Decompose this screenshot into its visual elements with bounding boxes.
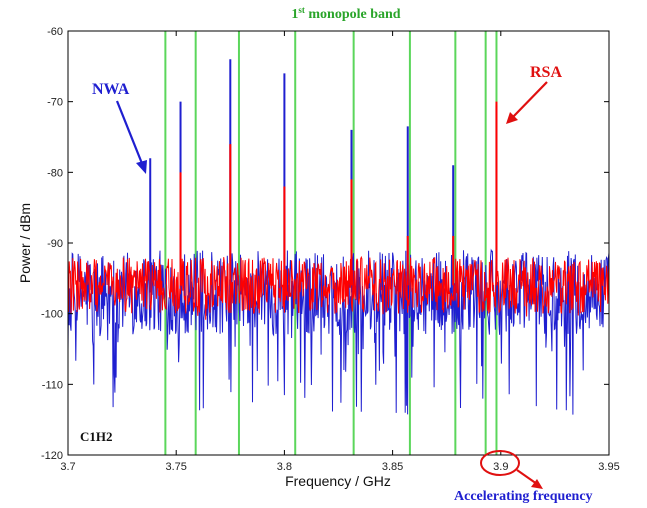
x-tick-label-2: 3.8 bbox=[277, 461, 292, 473]
series-rsa-noise bbox=[68, 255, 609, 320]
rsa-annotation: RSA bbox=[530, 64, 562, 81]
y-tick-label-3: -90 bbox=[47, 238, 63, 250]
rsa-arrow-head bbox=[506, 112, 518, 124]
nwa-arrow-head bbox=[136, 160, 147, 174]
series-rsa bbox=[68, 101, 609, 320]
chart-title: 1st monopole band bbox=[291, 5, 400, 22]
x-axis-label: Frequency / GHz bbox=[285, 473, 391, 489]
accel-arrow-head bbox=[531, 479, 543, 489]
nwa-annotation: NWA bbox=[92, 81, 130, 98]
x-axis-ticks: 3.7 3.75 3.8 3.85 3.9 3.95 bbox=[60, 31, 620, 473]
title-rest: monopole band bbox=[305, 7, 401, 22]
accelerating-frequency-circle bbox=[480, 450, 520, 476]
accelerating-frequency-label: Accelerating frequency bbox=[454, 489, 593, 504]
y-tick-label-0: -60 bbox=[47, 26, 63, 38]
y-tick-label-6: -120 bbox=[41, 450, 63, 462]
x-tick-label-1: 3.75 bbox=[165, 461, 186, 473]
title-superscript: st bbox=[298, 5, 305, 15]
case-label: C1H2 bbox=[80, 429, 113, 444]
x-tick-label-0: 3.7 bbox=[60, 461, 75, 473]
x-tick-label-4: 3.9 bbox=[493, 461, 508, 473]
accel-arrow-line bbox=[516, 469, 538, 485]
y-tick-label-2: -80 bbox=[47, 167, 63, 179]
series-nwa-noise bbox=[68, 248, 609, 415]
y-tick-label-4: -100 bbox=[41, 309, 63, 321]
y-tick-label-1: -70 bbox=[47, 97, 63, 109]
y-axis-label: Power / dBm bbox=[17, 203, 33, 283]
x-tick-label-5: 3.95 bbox=[598, 461, 619, 473]
band-lines bbox=[164, 31, 498, 455]
title-base: 1 bbox=[291, 7, 298, 22]
rsa-arrow-line bbox=[511, 81, 548, 119]
y-axis-ticks: -60 -70 -80 -90 -100 -110 -120 bbox=[41, 26, 609, 462]
y-tick-label-5: -110 bbox=[42, 379, 63, 391]
series-nwa bbox=[68, 59, 609, 415]
nwa-arrow-line bbox=[115, 100, 145, 167]
plot-frame bbox=[67, 30, 610, 456]
x-tick-label-3: 3.85 bbox=[382, 461, 403, 473]
